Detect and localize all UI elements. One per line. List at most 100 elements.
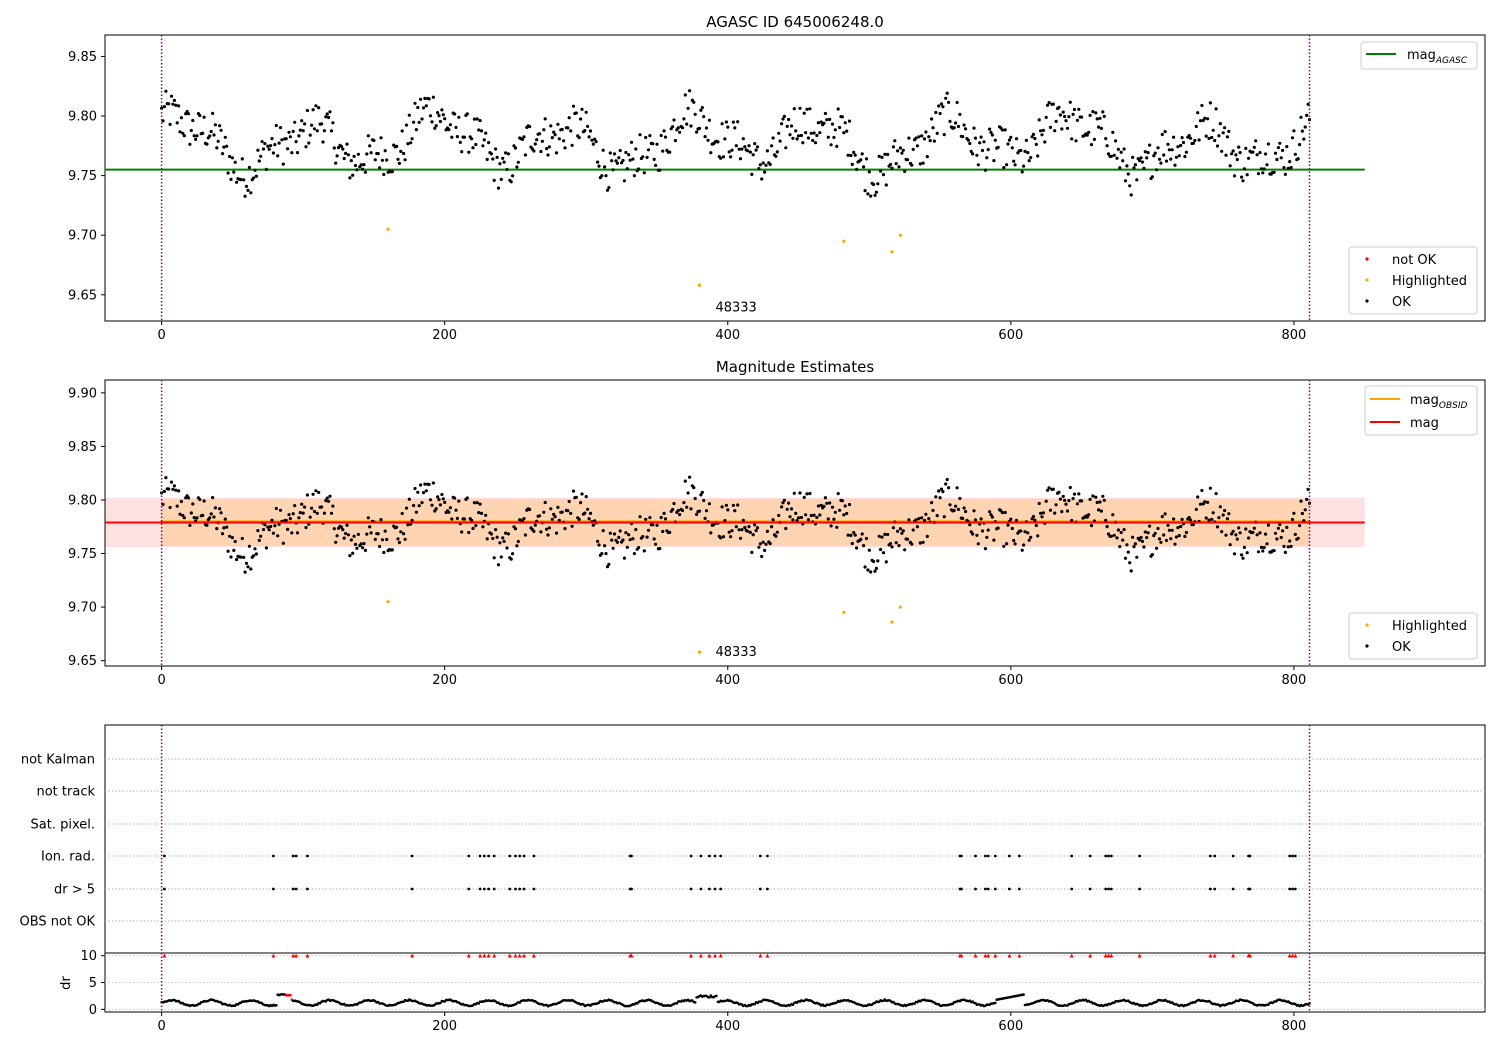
- dr-flag-marker: [482, 953, 487, 958]
- ok-point: [1286, 166, 1290, 170]
- ok-point: [552, 512, 556, 517]
- ok-point: [212, 133, 216, 137]
- ok-point: [427, 97, 431, 101]
- ok-point: [447, 510, 451, 514]
- ok-point: [748, 150, 753, 154]
- ok-point: [743, 525, 747, 530]
- ok-point: [894, 162, 898, 166]
- ok-point: [628, 538, 632, 542]
- ok-point: [758, 542, 762, 546]
- ok-point: [1060, 510, 1064, 514]
- ok-point: [181, 131, 185, 135]
- ok-point: [805, 107, 809, 111]
- ok-point: [1105, 525, 1109, 529]
- ok-point: [948, 503, 952, 507]
- flag-point: [986, 887, 990, 891]
- ok-point: [770, 525, 774, 529]
- ok-point: [869, 194, 873, 198]
- ok-point: [782, 114, 787, 118]
- ok-point: [716, 140, 720, 144]
- ok-point: [423, 482, 427, 486]
- ok-point: [171, 102, 175, 106]
- ok-point: [894, 541, 898, 545]
- ok-point: [1118, 166, 1122, 170]
- ok-point: [1071, 496, 1075, 501]
- ok-point: [270, 518, 274, 522]
- ok-point: [1041, 128, 1045, 132]
- ok-point: [1214, 107, 1218, 111]
- ok-point: [1077, 107, 1081, 111]
- flag-point: [974, 887, 977, 891]
- ok-point: [1164, 538, 1169, 543]
- ok-point: [317, 106, 321, 110]
- ok-point: [668, 530, 672, 535]
- ok-point: [721, 155, 726, 159]
- ok-point: [499, 177, 503, 181]
- ok-point: [396, 157, 400, 161]
- ok-point: [264, 546, 268, 550]
- ok-point: [1029, 156, 1033, 160]
- ok-point: [847, 119, 852, 123]
- ok-point: [496, 563, 501, 567]
- ok-point: [931, 126, 935, 130]
- ok-point: [267, 147, 271, 151]
- ok-point: [1129, 569, 1133, 573]
- ok-point: [1241, 556, 1245, 560]
- x-tick-label: 800: [1282, 673, 1307, 688]
- ok-point: [382, 172, 386, 177]
- ok-point: [263, 523, 267, 527]
- ok-point: [194, 137, 198, 141]
- ok-point: [1286, 545, 1290, 549]
- ok-point: [1244, 527, 1248, 531]
- ok-point: [806, 518, 811, 522]
- ok-point: [603, 165, 607, 169]
- ok-point: [351, 551, 355, 555]
- ok-point: [850, 162, 854, 166]
- ok-point: [743, 145, 747, 149]
- ok-point: [860, 532, 864, 536]
- legend-not-ok-label: not OK: [1392, 253, 1437, 268]
- ok-point: [569, 129, 573, 133]
- ok-point: [1288, 160, 1292, 164]
- ok-point: [1176, 526, 1180, 530]
- ok-point: [897, 165, 901, 169]
- ok-point: [1204, 516, 1208, 520]
- ok-point: [719, 156, 723, 160]
- ok-point: [825, 118, 829, 122]
- ok-point: [1125, 543, 1129, 547]
- ok-point: [638, 133, 642, 137]
- ok-point: [1005, 163, 1009, 167]
- ok-point: [1224, 533, 1228, 537]
- ok-point: [751, 533, 755, 537]
- ok-point: [704, 509, 709, 513]
- ok-point: [699, 108, 703, 112]
- ok-point: [1183, 154, 1187, 159]
- ok-point: [420, 117, 424, 121]
- ok-point: [1020, 548, 1024, 552]
- ok-point: [1019, 148, 1023, 153]
- ok-point: [1140, 160, 1145, 164]
- ok-point: [693, 112, 697, 116]
- ok-point: [171, 487, 175, 491]
- ok-point: [583, 129, 587, 133]
- y-tick-label: 9.65: [68, 654, 97, 669]
- dr-flag-marker: [1287, 953, 1292, 958]
- ok-point: [1210, 135, 1214, 140]
- ok-point: [750, 172, 754, 176]
- y-tick-label: 9.80: [68, 110, 97, 125]
- ok-point: [478, 502, 482, 506]
- flag-point: [630, 887, 633, 891]
- x-tick-label: 200: [432, 673, 457, 688]
- ok-point: [562, 139, 566, 143]
- ok-point: [672, 118, 676, 122]
- ok-point: [746, 529, 750, 533]
- flag-point: [482, 887, 486, 891]
- ok-point: [1002, 166, 1006, 170]
- ok-point: [662, 511, 666, 515]
- ok-point: [335, 534, 339, 538]
- ok-point: [256, 148, 260, 152]
- ok-point: [737, 147, 741, 151]
- highlighted-point: [842, 610, 846, 615]
- flag-point: [1070, 854, 1074, 858]
- y-tick-label: 9.80: [68, 493, 97, 508]
